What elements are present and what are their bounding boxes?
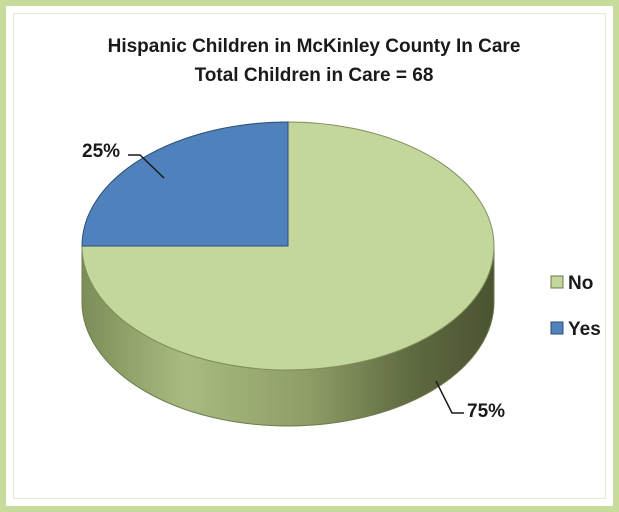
leader-line-no xyxy=(435,380,464,414)
data-label-no: 75% xyxy=(467,401,505,422)
pie-slice-yes xyxy=(81,121,289,247)
pie-slice-no xyxy=(81,121,495,371)
legend-swatch-no xyxy=(550,275,564,289)
data-label-yes: 25% xyxy=(82,141,120,162)
legend-label-no: No xyxy=(568,273,593,294)
chart-subtitle: Total Children in Care = 68 xyxy=(195,65,434,86)
pie-plot-area xyxy=(81,121,495,427)
legend-swatch-yes xyxy=(550,321,564,335)
leader-line-yes xyxy=(128,154,165,179)
chart-title: Hispanic Children in McKinley County In … xyxy=(108,36,521,57)
legend-label-yes: Yes xyxy=(568,319,601,340)
